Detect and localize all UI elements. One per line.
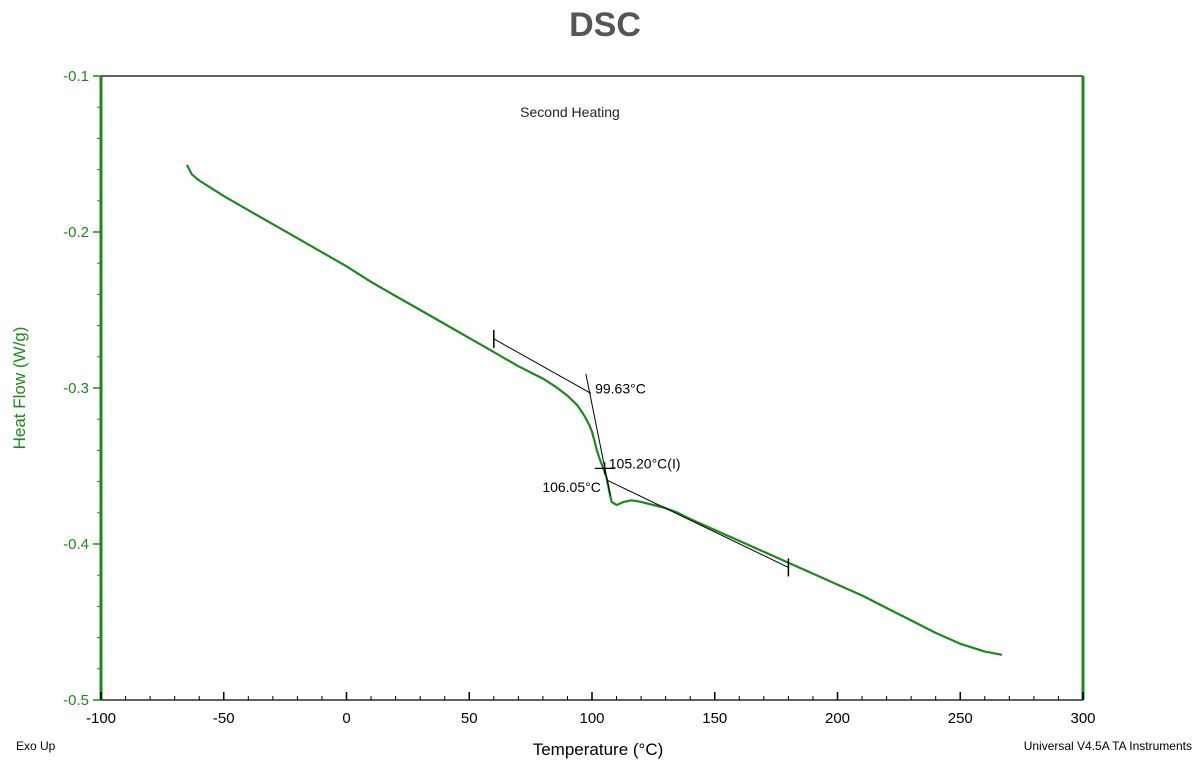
chart-subtitle: Second Heating	[520, 104, 620, 120]
x-tick-label: 100	[579, 710, 604, 727]
software-credit: Universal V4.5A TA Instruments	[1024, 739, 1192, 753]
axis-ticks	[93, 76, 1083, 700]
tangent-line	[607, 480, 789, 567]
heat-flow-series	[187, 165, 1002, 655]
x-axis-title: Temperature (°C)	[533, 740, 664, 759]
heat-flow-curve	[187, 165, 1002, 655]
transition-annotation: 106.05°C	[542, 479, 601, 495]
y-tick-label: -0.4	[63, 536, 89, 553]
x-tick-label: 0	[342, 710, 350, 727]
y-tick-label: -0.3	[63, 380, 89, 397]
chart-title: DSC	[569, 6, 641, 44]
x-tick-label: 200	[825, 710, 850, 727]
y-tick-label: -0.5	[63, 692, 89, 709]
plot-frame	[101, 76, 1083, 700]
x-tick-label: -100	[86, 710, 116, 727]
tangent-line	[494, 339, 591, 394]
annotations: 99.63°C 105.20°C(I) 106.05°C	[542, 380, 680, 495]
x-tick-label: -50	[213, 710, 235, 727]
y-axis-title: Heat Flow (W/g)	[10, 327, 29, 450]
y-tick-label: -0.1	[63, 68, 89, 85]
x-tick-label: 300	[1070, 710, 1095, 727]
transition-annotation: 99.63°C	[595, 380, 646, 396]
transition-annotation: 105.20°C(I)	[609, 455, 681, 471]
exo-up-label: Exo Up	[16, 739, 56, 753]
y-tick-label: -0.2	[63, 224, 89, 241]
construction-lines	[494, 330, 789, 577]
axis-tick-labels: -100 -50 0 50 100 150 200 250 300 -0.1 -0.2 -0.3 -0.…	[63, 68, 1095, 727]
x-tick-label: 50	[461, 710, 478, 727]
x-tick-label: 250	[948, 710, 973, 727]
x-tick-label: 150	[702, 710, 727, 727]
